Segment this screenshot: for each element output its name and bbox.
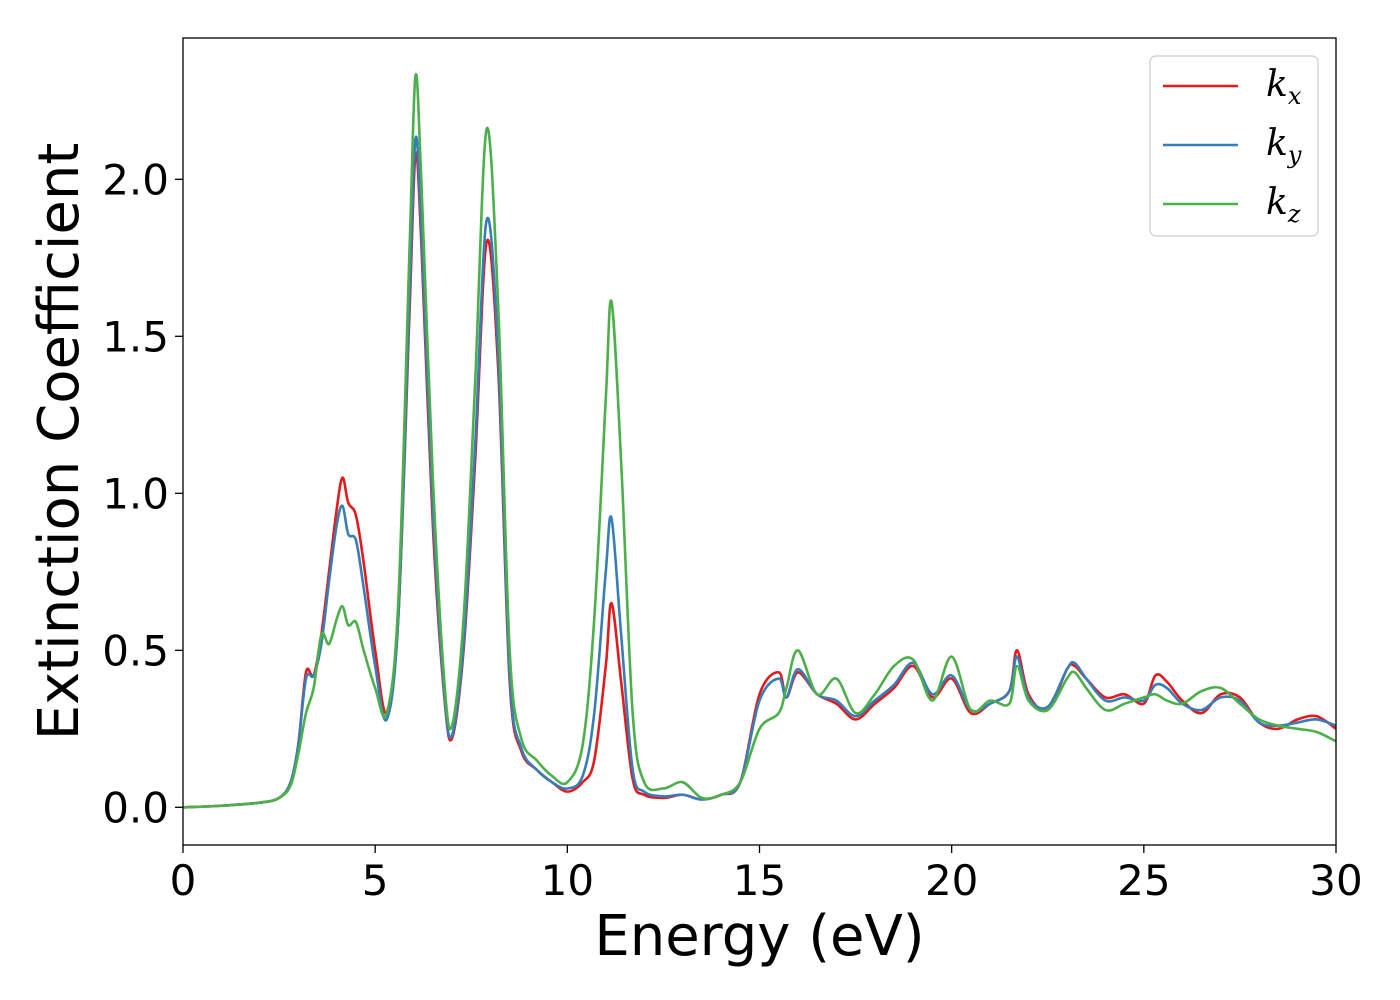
x-tick-label: 5 [362, 856, 389, 905]
y-tick-label: 0.5 [102, 626, 169, 675]
series-lines [182, 72, 1337, 809]
y-tick-label: 0.0 [102, 783, 169, 832]
series-line-x [182, 151, 1337, 809]
x-axis-ticks: 0 5 10 15 20 25 30 [170, 845, 1363, 905]
y-tick-label: 2.0 [102, 155, 169, 204]
x-tick-label: 25 [1117, 856, 1170, 905]
y-axis-label: Extinction Coefficient [27, 143, 92, 741]
legend-label-y: ky [1266, 123, 1302, 169]
x-tick-label: 15 [733, 856, 786, 905]
y-tick-label: 1.0 [102, 469, 169, 518]
x-axis-label: Energy (eV) [594, 904, 924, 969]
legend-label-z: kz [1266, 182, 1301, 228]
x-tick-label: 30 [1309, 856, 1362, 905]
x-tick-label: 0 [170, 856, 197, 905]
series-line-y [182, 135, 1337, 809]
y-tick-label: 1.5 [102, 312, 169, 361]
x-tick-label: 20 [925, 856, 978, 905]
legend-label-x: kx [1266, 64, 1302, 110]
x-tick-label: 10 [541, 856, 594, 905]
series-line-z [182, 72, 1337, 809]
legend: kx ky kz [1149, 55, 1319, 237]
y-axis-ticks: 0.0 0.5 1.0 1.5 2.0 [102, 155, 183, 832]
